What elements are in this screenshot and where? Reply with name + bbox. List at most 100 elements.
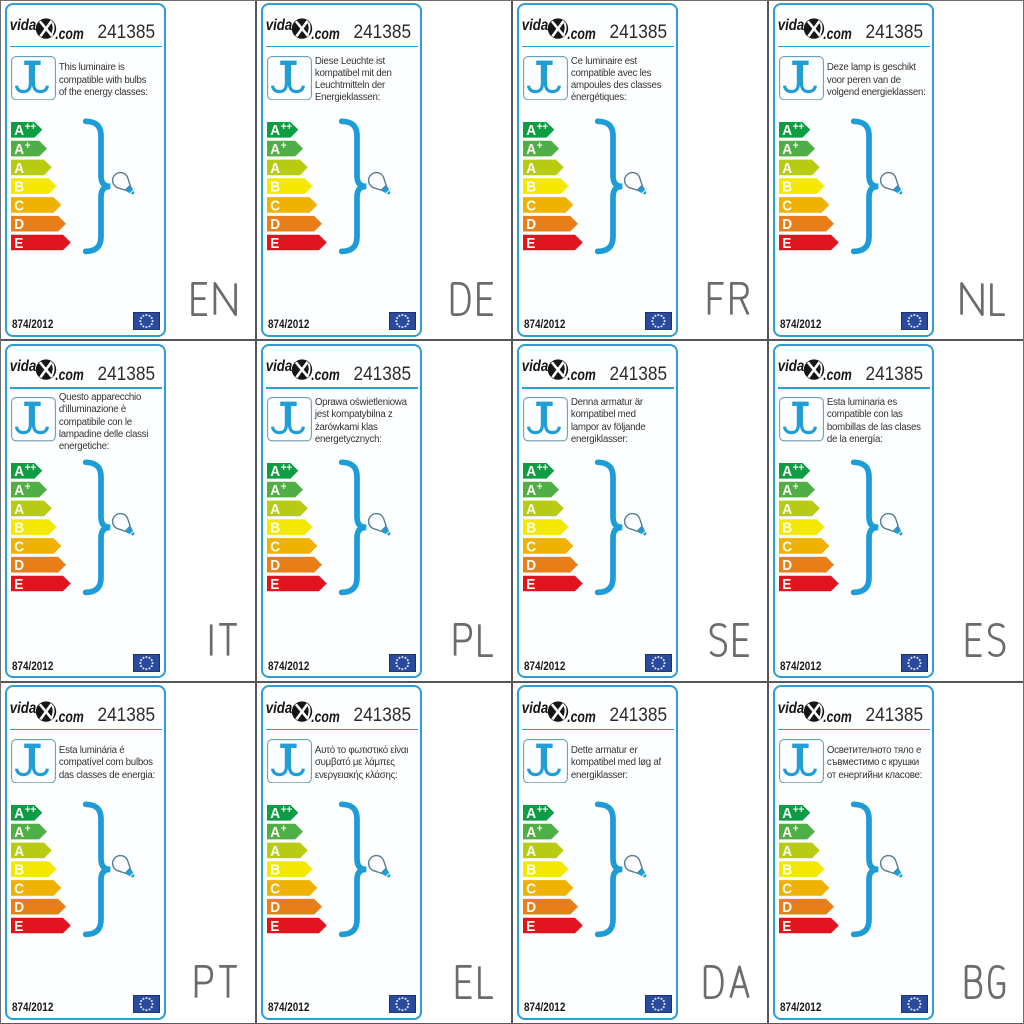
svg-text:A: A [14,501,24,518]
svg-text:+: + [537,482,543,494]
svg-text:D: D [782,558,792,575]
svg-text:D: D [782,216,792,233]
svg-text:A: A [270,160,280,177]
svg-text:B: B [782,179,792,196]
svg-text:D: D [270,899,280,916]
svg-text:B: B [782,861,792,878]
svg-text:+: + [281,140,287,152]
svg-text:A: A [526,805,536,822]
svg-text:A: A [14,805,24,822]
svg-text:A: A [14,464,24,481]
svg-text:B: B [526,179,536,196]
svg-text:+: + [793,140,799,152]
svg-text:vida: vida [266,17,293,34]
svg-text:E: E [526,235,535,252]
svg-text:B: B [14,179,24,196]
svg-text:D: D [782,899,792,916]
svg-text:+: + [25,482,31,494]
svg-text:C: C [270,198,280,215]
svg-text:A: A [782,501,792,518]
svg-text:+: + [537,140,543,152]
svg-text:D: D [270,216,280,233]
svg-text:D: D [14,216,24,233]
svg-text:.com: .com [55,367,84,384]
svg-text:++: ++ [25,122,36,134]
svg-text:A: A [526,122,536,139]
svg-text:C: C [526,198,536,215]
svg-text:+: + [281,823,287,835]
svg-text:B: B [526,520,536,537]
svg-text:++: ++ [25,804,36,816]
svg-text:A: A [270,464,280,481]
svg-text:vida: vida [10,17,37,34]
svg-text:vida: vida [522,17,549,34]
svg-text:A: A [782,160,792,177]
svg-text:A: A [14,160,24,177]
svg-text:A: A [782,464,792,481]
svg-text:E: E [526,577,535,594]
svg-text:C: C [270,880,280,897]
svg-text:E: E [782,577,791,594]
svg-text:+: + [281,482,287,494]
svg-text:E: E [270,235,279,252]
svg-text:A: A [782,122,792,139]
svg-text:A: A [14,843,24,860]
svg-text:A: A [270,843,280,860]
svg-text:B: B [526,861,536,878]
svg-text:+: + [25,823,31,835]
svg-text:A: A [526,464,536,481]
svg-text:A: A [270,141,280,158]
svg-text:+: + [793,823,799,835]
svg-text:C: C [14,880,24,897]
svg-text:E: E [270,577,279,594]
svg-text:A: A [526,141,536,158]
svg-text:A: A [526,824,536,841]
svg-text:vida: vida [522,700,549,717]
svg-text:A: A [270,824,280,841]
svg-text:A: A [14,824,24,841]
svg-text:vida: vida [10,359,37,376]
svg-text:++: ++ [793,463,804,475]
svg-text:C: C [14,539,24,556]
svg-text:++: ++ [281,122,292,134]
svg-text:vida: vida [10,700,37,717]
svg-text:C: C [270,539,280,556]
svg-text:D: D [14,899,24,916]
svg-text:.com: .com [823,367,852,384]
svg-text:C: C [782,539,792,556]
svg-text:C: C [782,880,792,897]
svg-text:++: ++ [281,463,292,475]
svg-text:.com: .com [567,367,596,384]
svg-text:C: C [526,539,536,556]
svg-text:A: A [526,843,536,860]
svg-text:A: A [526,483,536,500]
svg-text:C: C [782,198,792,215]
svg-text:E: E [526,918,535,935]
svg-text:D: D [14,558,24,575]
svg-text:E: E [14,235,23,252]
svg-text:.com: .com [567,26,596,43]
svg-text:+: + [537,823,543,835]
svg-text:++: ++ [281,804,292,816]
svg-text:C: C [526,880,536,897]
svg-text:B: B [270,861,280,878]
svg-text:E: E [782,918,791,935]
svg-text:E: E [782,235,791,252]
svg-text:B: B [782,520,792,537]
svg-text:A: A [526,501,536,518]
svg-text:A: A [782,824,792,841]
svg-text:C: C [14,198,24,215]
svg-text:A: A [14,141,24,158]
svg-text:++: ++ [793,122,804,134]
svg-text:A: A [782,141,792,158]
svg-text:.com: .com [55,709,84,726]
svg-text:vida: vida [778,700,805,717]
svg-text:vida: vida [266,359,293,376]
svg-text:B: B [270,179,280,196]
svg-text:D: D [526,558,536,575]
svg-text:A: A [270,122,280,139]
svg-text:.com: .com [311,26,340,43]
svg-text:++: ++ [25,463,36,475]
svg-text:B: B [14,520,24,537]
svg-text:.com: .com [55,26,84,43]
